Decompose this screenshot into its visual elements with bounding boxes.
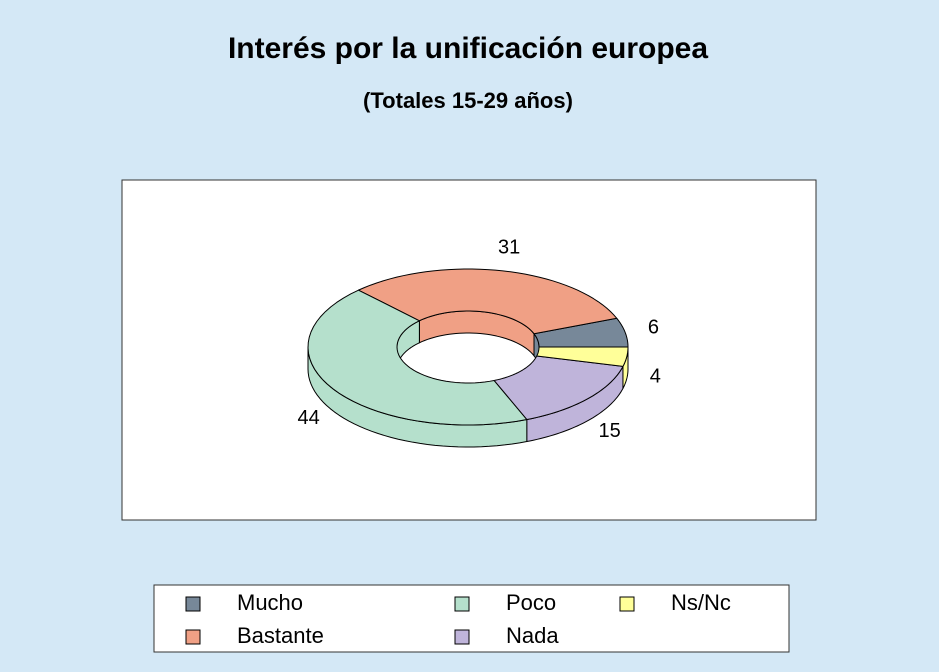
legend-swatch xyxy=(454,596,470,612)
legend xyxy=(153,584,790,653)
chart-title: Interés por la unificación europea xyxy=(228,32,708,65)
legend-swatch xyxy=(185,629,201,645)
chart-subtitle: (Totales 15-29 años) xyxy=(363,88,573,113)
plot-area xyxy=(121,179,817,521)
legend-swatch xyxy=(454,629,470,645)
legend-label: Nada xyxy=(506,623,559,648)
legend-swatch xyxy=(619,596,635,612)
data-label: 44 xyxy=(297,407,319,429)
legend-label: Ns/Nc xyxy=(671,590,731,615)
data-label: 4 xyxy=(650,366,661,388)
legend-swatch xyxy=(185,596,201,612)
data-label: 15 xyxy=(598,420,620,442)
data-label: 6 xyxy=(648,316,659,338)
slice xyxy=(536,346,629,367)
legend-label: Bastante xyxy=(237,623,324,648)
data-label: 31 xyxy=(498,236,520,258)
legend-label: Poco xyxy=(506,590,556,615)
legend-label: Mucho xyxy=(237,590,303,615)
